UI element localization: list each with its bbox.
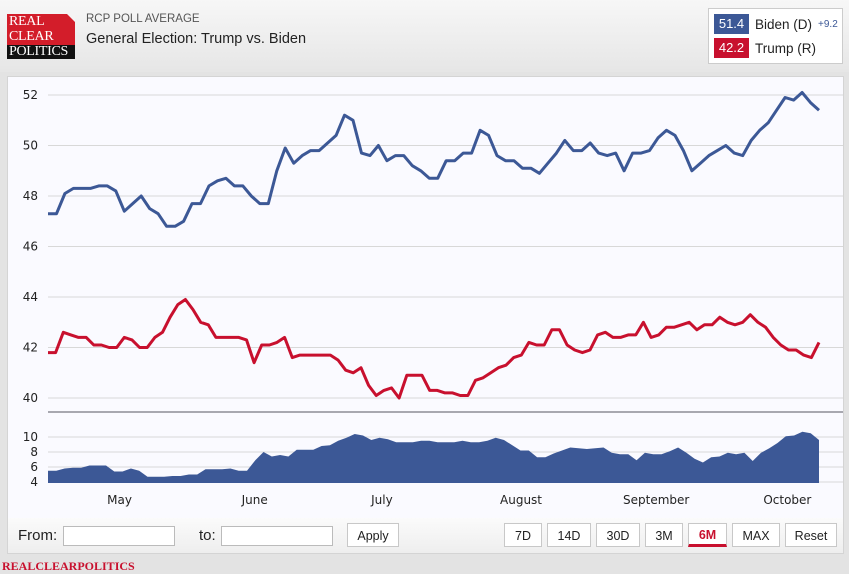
spread-y-tick-label: 8 bbox=[30, 445, 38, 459]
range-14d-button[interactable]: 14D bbox=[547, 523, 591, 547]
legend-value-biden: 51.4 bbox=[714, 14, 749, 34]
chart-title: General Election: Trump vs. Biden bbox=[86, 31, 307, 47]
from-label: From: bbox=[18, 527, 58, 544]
legend-value-trump: 42.2 bbox=[714, 38, 749, 58]
spread-y-tick-label: 4 bbox=[30, 475, 38, 489]
logo-line-2: CLEAR bbox=[9, 29, 54, 44]
apply-button[interactable]: Apply bbox=[347, 523, 399, 547]
to-label: to: bbox=[199, 527, 216, 544]
y-tick-label: 48 bbox=[23, 189, 38, 203]
reset-button[interactable]: Reset bbox=[785, 523, 837, 547]
from-date-input[interactable] bbox=[63, 526, 175, 546]
realclearpolitics-brand[interactable]: REALCLEARPOLITICS bbox=[2, 559, 135, 573]
rcp-logo[interactable]: REAL CLEAR POLITICS bbox=[7, 14, 75, 59]
chart-subtitle: RCP POLL AVERAGE bbox=[86, 13, 200, 25]
spread-y-tick-label: 10 bbox=[23, 430, 38, 444]
trump-line bbox=[48, 298, 821, 400]
range-6m-button[interactable]: 6M bbox=[688, 523, 727, 547]
date-range-controls: From: to: Apply 7D 14D 30D 3M 6M MAX Res… bbox=[7, 518, 844, 554]
y-tick-label: 44 bbox=[23, 290, 38, 304]
y-tick-label: 42 bbox=[23, 341, 38, 355]
chart-panel: 40 42 44 46 48 50 52 4 6 8 10 May June July August Sept… bbox=[7, 76, 844, 520]
logo-line-3: POLITICS bbox=[9, 44, 69, 59]
spread-y-tick-label: 6 bbox=[30, 460, 38, 474]
x-tick-label: August bbox=[500, 493, 542, 507]
x-tick-label: May bbox=[107, 493, 132, 507]
y-tick-label: 40 bbox=[23, 391, 38, 405]
x-tick-label: October bbox=[763, 493, 811, 507]
y-tick-label: 50 bbox=[23, 139, 38, 153]
logo-line-1: REAL bbox=[9, 14, 45, 29]
legend-item-biden[interactable]: 51.4 Biden (D) +9.2 bbox=[714, 14, 838, 34]
legend-name-trump: Trump (R) bbox=[755, 40, 816, 56]
range-3m-button[interactable]: 3M bbox=[645, 523, 683, 547]
legend-spread: +9.2 bbox=[818, 18, 838, 30]
spread-area bbox=[48, 431, 819, 483]
range-max-button[interactable]: MAX bbox=[732, 523, 780, 547]
legend: 51.4 Biden (D) +9.2 42.2 Trump (R) bbox=[708, 8, 843, 64]
legend-item-trump[interactable]: 42.2 Trump (R) bbox=[714, 38, 816, 58]
range-30d-button[interactable]: 30D bbox=[596, 523, 640, 547]
x-tick-label: September bbox=[623, 493, 689, 507]
legend-name-biden: Biden (D) bbox=[755, 16, 813, 32]
x-tick-label: July bbox=[370, 493, 393, 507]
biden-line bbox=[48, 91, 820, 228]
y-tick-label: 46 bbox=[23, 240, 38, 254]
x-tick-label: June bbox=[241, 493, 268, 507]
range-7d-button[interactable]: 7D bbox=[504, 523, 542, 547]
y-tick-label: 52 bbox=[23, 88, 38, 102]
to-date-input[interactable] bbox=[221, 526, 333, 546]
header: REAL CLEAR POLITICS RCP POLL AVERAGE Gen… bbox=[0, 0, 849, 72]
